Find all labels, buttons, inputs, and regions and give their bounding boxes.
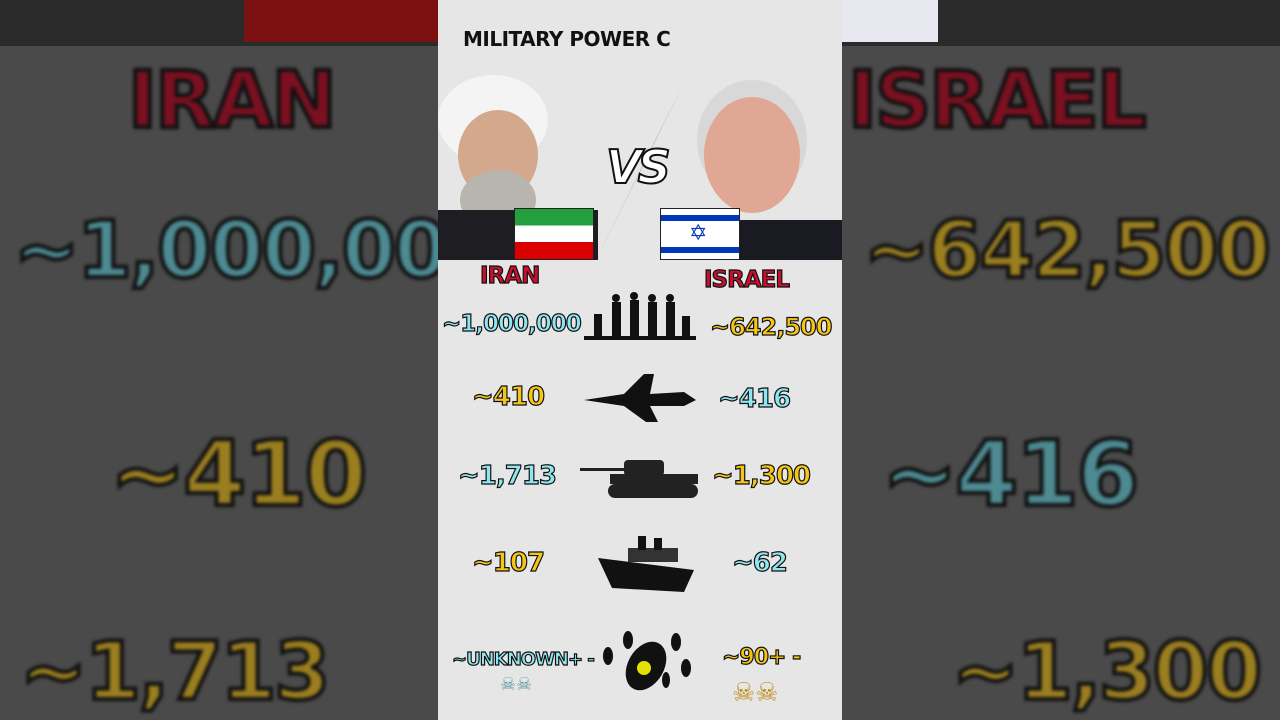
nuclear-bombs-icon [603, 631, 691, 691]
ship-icon [598, 536, 694, 592]
infographic-panel: MILITARY POWER C ✡ VS IRAN ISRAEL ~1,000… [438, 0, 842, 720]
bg-aircraft-right: ~416 [880, 422, 1141, 527]
israel-personnel: ~642,500 [709, 313, 833, 341]
iran-flag-icon [514, 208, 594, 260]
bg-personnel-right: ~642,500 [862, 206, 1273, 296]
bg-aircraft-left: ~410 [108, 422, 369, 527]
fighter-jet-icon [584, 374, 696, 422]
iran-aircraft: ~410 [471, 382, 545, 412]
iran-tanks: ~1,713 [457, 461, 557, 491]
top-strip [0, 0, 438, 46]
iran-naval: ~107 [471, 548, 545, 578]
country-label-iran: IRAN [479, 262, 541, 289]
bg-country-left: IRAN [126, 56, 339, 146]
lightning-divider-icon [596, 85, 683, 260]
bg-personnel-left: ~1,000,000 [12, 206, 438, 296]
skull-icon: ☠☠ [732, 678, 779, 708]
blurred-background-left: IRAN ~1,000,000 ~410 ~1,713 [0, 0, 438, 720]
country-label-israel: ISRAEL [703, 266, 790, 293]
top-strip [842, 0, 1280, 46]
bg-country-right: ISRAEL [846, 56, 1149, 146]
soldiers-icon [584, 292, 696, 340]
bg-tanks-right: ~1,300 [950, 625, 1264, 718]
vs-label: VS [605, 139, 672, 195]
leader-photo-israel [682, 70, 842, 260]
blurred-background-right: ISRAEL ~642,500 ~416 ~1,300 [842, 0, 1280, 720]
bg-tanks-left: ~1,713 [18, 625, 332, 718]
israel-tanks: ~1,300 [711, 461, 811, 491]
page-title: MILITARY POWER C [463, 27, 671, 51]
israel-aircraft: ~416 [717, 384, 791, 414]
iran-personnel: ~1,000,000 [441, 311, 582, 338]
israel-naval: ~62 [731, 548, 788, 578]
iran-nuclear: ~UNKNOWN+ - [451, 649, 595, 670]
tank-icon [580, 460, 698, 498]
skull-icon: ☠☠ [500, 674, 533, 695]
israel-nuclear: ~90+ - [721, 645, 801, 671]
israel-flag-icon: ✡ [660, 208, 740, 260]
